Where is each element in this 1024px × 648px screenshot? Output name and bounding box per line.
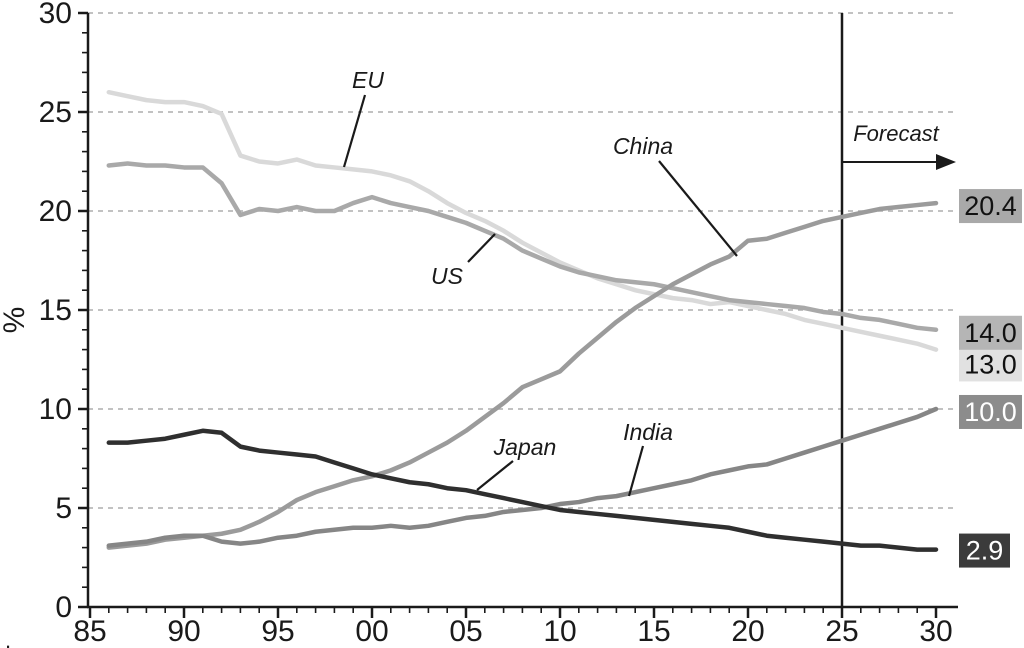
end-label-value-japan: 2.9 <box>966 536 1004 566</box>
x-tick-label: 90 <box>167 615 200 648</box>
annotation-label-eu: EU <box>352 67 384 93</box>
y-tick-label: 5 <box>55 492 72 525</box>
x-tick-label: 00 <box>355 615 388 648</box>
y-tick-label: 30 <box>39 0 72 30</box>
annotation-pointer-eu <box>342 94 367 168</box>
series-line-china <box>106 200 939 550</box>
gridlines <box>88 12 958 509</box>
x-tick-label: 05 <box>449 615 482 648</box>
series-line-us <box>106 161 939 333</box>
x-tick-label: 30 <box>919 615 952 648</box>
annotation-label-india: India <box>623 419 673 445</box>
annotation-label-china: China <box>613 133 673 159</box>
end-label-box-eu <box>959 347 1022 382</box>
x-tick-label: 25 <box>825 615 858 648</box>
series-line-japan <box>106 428 939 552</box>
x-tick-label: 85 <box>73 615 106 648</box>
annotation-pointer-india <box>627 445 645 497</box>
y-tick-label: 25 <box>39 96 72 129</box>
annotation-label-us: US <box>431 263 464 289</box>
y-axis-title: % <box>0 307 31 334</box>
end-label-box-china <box>959 189 1022 224</box>
end-label-value-eu: 13.0 <box>964 349 1017 379</box>
series-line-india <box>106 406 939 548</box>
annotation-pointer-china <box>658 160 738 257</box>
x-tick-label: 20 <box>731 615 764 648</box>
end-label-value-us: 14.0 <box>964 318 1017 348</box>
forecast-arrow-head <box>936 154 956 170</box>
y-tick-label: 0 <box>55 591 72 624</box>
y-axis-ticks: 0 5 10 15 20 25 30 <box>39 0 88 624</box>
y-tick-label: 20 <box>39 195 72 228</box>
series-annotations: EU US China India Japan <box>342 67 738 497</box>
end-label-value-india: 10.0 <box>964 397 1017 427</box>
x-axis-ticks: 85 90 95 00 05 10 15 20 25 30 <box>73 607 953 648</box>
x-tick-label: 15 <box>637 615 670 648</box>
end-label-box-india <box>959 394 1022 429</box>
x-tick-label: 95 <box>261 615 294 648</box>
annotation-pointer-us <box>467 233 496 263</box>
forecast-marker: Forecast <box>840 13 956 607</box>
forecast-label: Forecast <box>853 121 939 146</box>
series-lines <box>106 89 939 552</box>
end-value-labels: 13.014.0 20.4 10.0 2.9 <box>959 189 1022 568</box>
end-label-box-us <box>959 315 1022 350</box>
end-label-box-japan <box>959 533 1010 568</box>
x-tick-label: 10 <box>543 615 576 648</box>
annotation-pointer-japan <box>476 460 514 491</box>
end-label-value-china: 20.4 <box>964 191 1017 221</box>
corner-artifact-dot: . <box>5 628 11 648</box>
annotation-label-japan: Japan <box>493 434 557 460</box>
y-tick-label: 15 <box>39 294 72 327</box>
y-tick-label: 10 <box>39 393 72 426</box>
series-line-eu <box>106 89 939 352</box>
